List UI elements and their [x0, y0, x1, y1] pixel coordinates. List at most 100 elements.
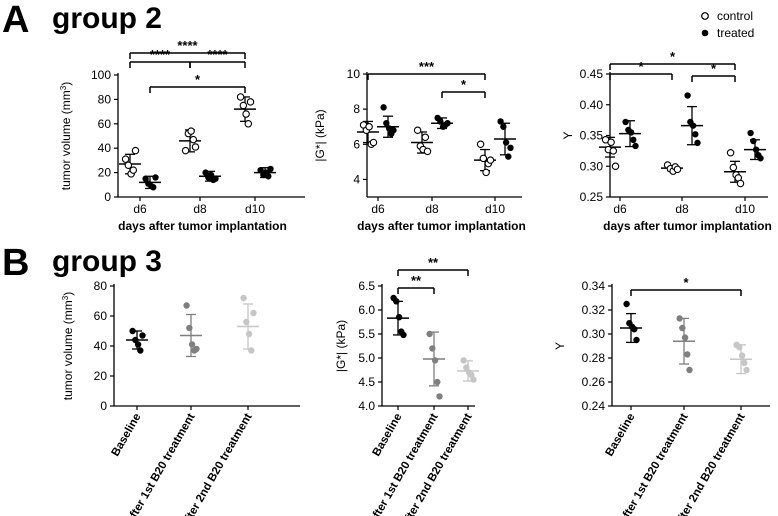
y-tick-label: 6.5 — [358, 279, 375, 293]
x-category-label: d10 — [735, 202, 755, 216]
data-point-control — [242, 110, 250, 118]
y-tick-label: 0.40 — [580, 98, 604, 112]
y-tick-label: 20 — [98, 166, 112, 180]
data-point-treated — [444, 120, 451, 127]
chart-a1: 0 20 40 60 80 100 tumor volume (mm3) d6 d8 d10 day… — [59, 38, 305, 233]
significance-label: * — [195, 72, 201, 87]
significance-bracket: * — [630, 275, 742, 296]
data-point — [738, 352, 746, 359]
y-tick-label: 80 — [94, 279, 108, 293]
data-point-control — [479, 154, 488, 163]
data-point-treated — [390, 127, 397, 134]
y-tick-label: 0.34 — [582, 279, 606, 293]
significance-bracket: * — [691, 61, 736, 82]
data-point — [186, 324, 193, 332]
significance-label: * — [638, 59, 644, 74]
significance-bracket: * — [441, 77, 486, 98]
y-tick-label: 0.30 — [582, 327, 606, 341]
data-point — [676, 315, 683, 322]
data-point-treated — [265, 173, 272, 180]
y-tick-label: 0.30 — [580, 159, 604, 173]
data-point-control — [187, 127, 195, 135]
significance-label: **** — [207, 47, 228, 62]
data-point — [686, 366, 693, 374]
y-tick-label: 10 — [347, 67, 361, 81]
data-point-treated — [152, 174, 159, 181]
data-point — [400, 331, 407, 339]
data-point — [193, 345, 200, 353]
data-point-control — [124, 161, 133, 170]
data-point-treated — [684, 92, 691, 99]
data-point-treated — [622, 118, 629, 126]
data-point — [248, 347, 255, 354]
x-axis-label: days after tumor implantation — [357, 219, 526, 233]
data-point-treated — [502, 139, 510, 146]
data-point-treated — [257, 166, 264, 174]
data-point — [137, 347, 144, 354]
data-point-control — [726, 148, 735, 157]
data-point-control — [423, 147, 432, 156]
data-point-control — [131, 146, 140, 155]
x-category-label: d8 — [425, 202, 439, 216]
significance-label: * — [711, 61, 717, 76]
chart-b2: 4.0 4.5 5.0 5.5 6.0 6.5 |G*| (kPa) BaselineAfte… — [334, 255, 479, 516]
data-point-control — [369, 138, 378, 147]
y-tick-label: 5.0 — [358, 351, 375, 365]
data-point — [250, 309, 257, 317]
data-point-control — [191, 143, 200, 151]
x-category-label: d6 — [133, 202, 147, 216]
x-category-label: d8 — [675, 202, 689, 216]
x-category-label: Baseline — [110, 412, 144, 459]
significance-bracket: * — [149, 72, 246, 93]
y-tick-label: 40 — [94, 339, 108, 353]
y-tick-label: 80 — [98, 92, 112, 106]
data-point-control — [729, 163, 738, 172]
data-point-control — [189, 135, 198, 144]
data-point-treated — [505, 153, 512, 160]
y-tick-label: 100 — [91, 68, 111, 82]
x-category-label: d6 — [371, 202, 385, 216]
legend-control-label: control — [717, 9, 753, 23]
data-point-treated — [497, 118, 504, 125]
y-tick-label: 8 — [353, 102, 360, 116]
significance-bracket: * — [609, 59, 673, 80]
data-point — [245, 330, 253, 338]
y-tick-label: 4 — [353, 172, 360, 186]
significance-bracket: * — [609, 49, 736, 70]
y-tick-label: 0.32 — [582, 303, 606, 317]
data-point — [631, 326, 638, 333]
y-tick-label: 6.0 — [358, 303, 375, 317]
data-point — [129, 327, 136, 335]
data-point-treated — [212, 175, 219, 182]
data-point-control — [673, 165, 682, 174]
data-point-treated — [750, 137, 757, 145]
data-point-control — [181, 146, 190, 155]
data-point-control — [482, 168, 490, 177]
data-point — [393, 298, 400, 305]
data-point-treated — [752, 146, 760, 153]
data-point-control — [607, 138, 615, 147]
data-point — [188, 341, 196, 348]
legend-treated-label: treated — [717, 26, 754, 40]
data-point — [633, 336, 640, 344]
significance-bracket: ** — [397, 255, 469, 276]
y-tick-label: 0 — [104, 190, 111, 204]
data-point — [468, 371, 475, 378]
data-point-treated — [383, 120, 390, 127]
data-point-treated — [747, 129, 754, 137]
data-point-control — [244, 120, 253, 128]
y-tick-label: 0.26 — [582, 375, 606, 389]
data-point — [460, 357, 467, 364]
data-point-treated — [630, 136, 637, 144]
data-point — [623, 300, 630, 308]
y-tick-label: 5.5 — [358, 327, 375, 341]
data-point — [681, 334, 689, 341]
data-point-control — [609, 147, 618, 155]
data-point — [684, 351, 691, 358]
panel-label-b: B — [2, 242, 29, 284]
significance-bracket: **** — [189, 47, 246, 68]
significance-label: **** — [177, 38, 198, 53]
data-point-control — [365, 122, 373, 131]
data-point-treated — [694, 139, 701, 147]
